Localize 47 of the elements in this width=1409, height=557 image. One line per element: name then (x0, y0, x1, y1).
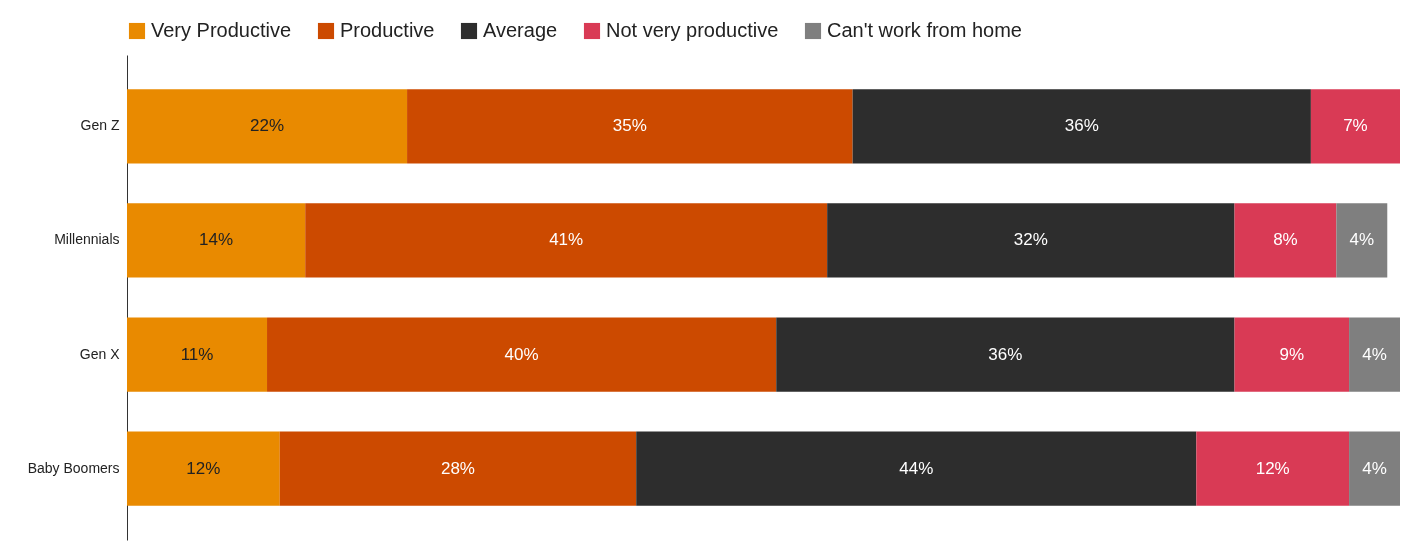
bar (305, 203, 828, 278)
y-tick-label: Gen Z (80, 117, 120, 134)
y-tick-label: Baby Boomers (27, 459, 120, 476)
bar (127, 431, 280, 506)
bar (636, 431, 1197, 506)
bar (1336, 203, 1388, 278)
data-label: 35% (612, 116, 647, 136)
data-label: 8% (1273, 230, 1298, 250)
bar (1234, 317, 1350, 392)
data-label: 41% (549, 230, 584, 250)
legend-label: Can't work from home (827, 19, 1022, 41)
data-label: 22% (250, 116, 285, 136)
data-label: 14% (199, 230, 234, 250)
data-label: 12% (1255, 458, 1290, 478)
data-label: 36% (1064, 116, 1099, 136)
y-tick-label: Millennials (54, 231, 120, 248)
bar (776, 317, 1235, 392)
data-label: 44% (899, 458, 934, 478)
data-label: 4% (1362, 344, 1387, 364)
bar (127, 317, 268, 392)
data-label: 36% (988, 344, 1023, 364)
bar (267, 317, 777, 392)
data-label: 28% (440, 458, 475, 478)
bar (852, 89, 1311, 164)
data-label: 4% (1362, 458, 1387, 478)
bar (1310, 89, 1400, 164)
data-label: 40% (504, 344, 539, 364)
bar (1234, 203, 1337, 278)
bar (279, 431, 637, 506)
data-label: 32% (1013, 230, 1048, 250)
data-label: 4% (1349, 230, 1375, 250)
legend-label: Very Productive (151, 19, 292, 41)
legend-label: Productive (340, 19, 435, 41)
bar (827, 203, 1235, 278)
bar (1349, 431, 1400, 506)
bar (407, 89, 853, 164)
bar (127, 203, 306, 278)
data-label: 7% (1343, 116, 1368, 136)
bar (127, 89, 408, 164)
legend-label: Average (483, 19, 558, 41)
data-label: 12% (186, 458, 221, 478)
legend-label: Not very productive (606, 19, 779, 41)
data-label: 9% (1279, 344, 1305, 364)
bar (1196, 431, 1350, 506)
bar (1349, 317, 1400, 392)
data-label: 11% (180, 344, 214, 364)
y-tick-label: Gen X (79, 345, 121, 362)
